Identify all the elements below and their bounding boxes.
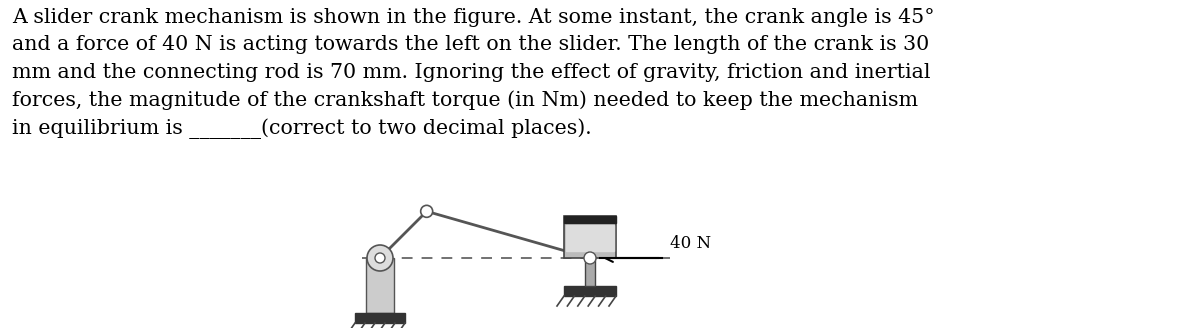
Bar: [564, 216, 616, 258]
Text: 40 N: 40 N: [670, 236, 712, 253]
Text: A slider crank mechanism is shown in the figure. At some instant, the crank angl: A slider crank mechanism is shown in the…: [12, 8, 935, 139]
Circle shape: [367, 245, 394, 271]
Circle shape: [584, 252, 596, 264]
Bar: [566, 225, 614, 251]
Bar: [564, 216, 616, 223]
Circle shape: [374, 253, 385, 263]
Bar: [366, 258, 394, 313]
Circle shape: [421, 205, 433, 217]
Bar: [355, 313, 406, 323]
Bar: [564, 286, 616, 296]
Bar: [586, 258, 595, 286]
